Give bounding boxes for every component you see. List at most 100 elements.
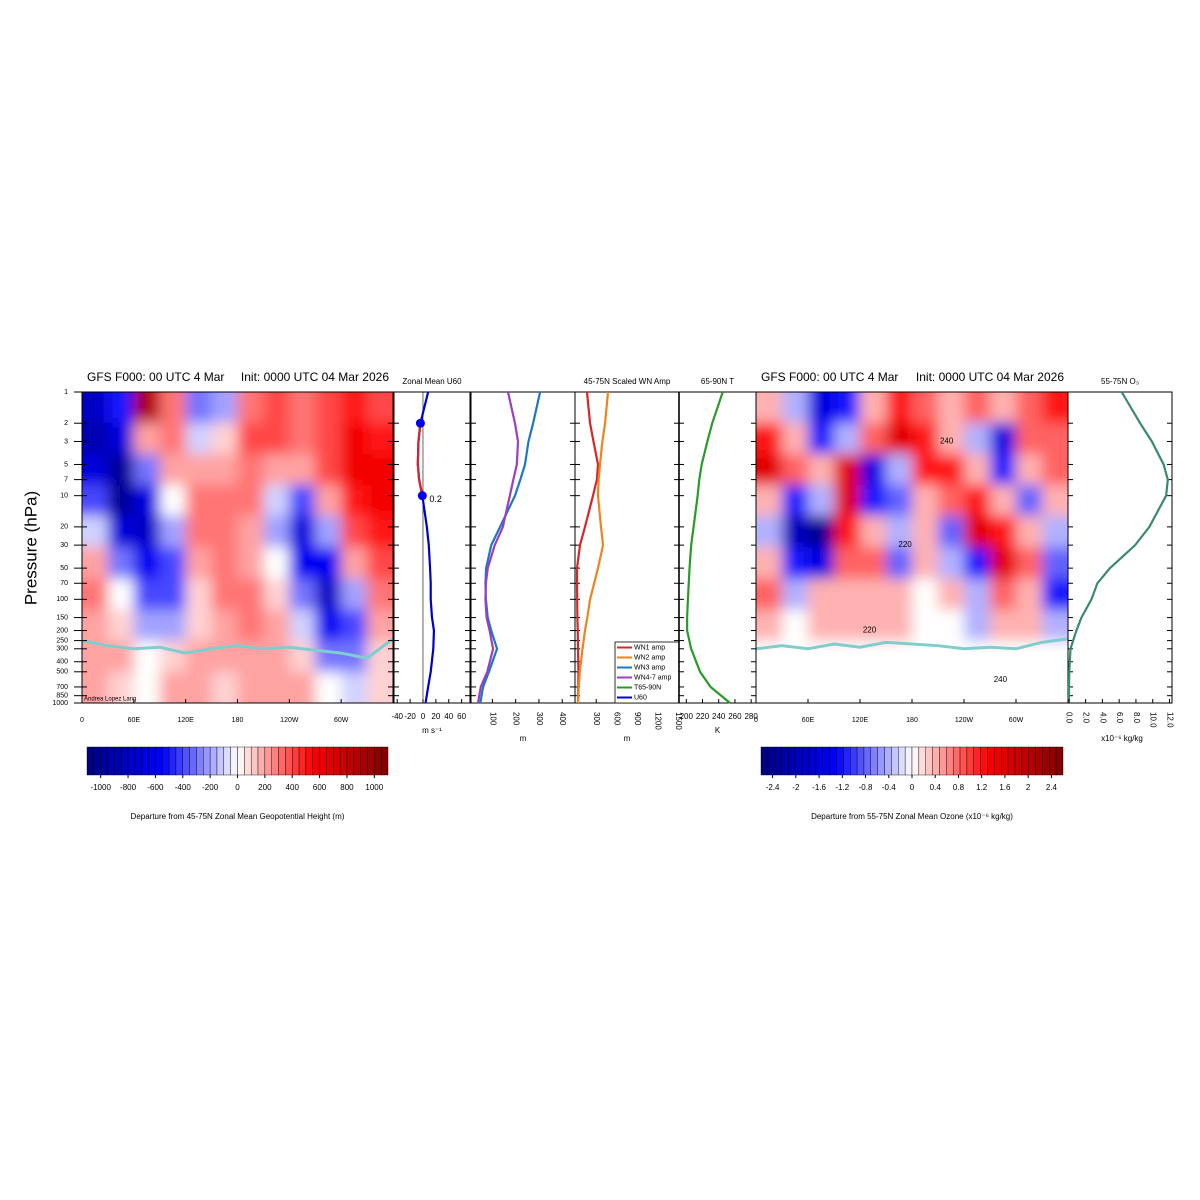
heatmap-cell — [211, 453, 238, 486]
heatmap-cell — [367, 547, 393, 580]
marker-label: 0.2 — [429, 494, 442, 504]
colorbar-box — [107, 746, 115, 776]
colorbar-box — [223, 746, 231, 776]
colorbar-box — [271, 746, 279, 776]
legend-box — [614, 641, 680, 704]
x-tick-label: 1500 — [674, 712, 683, 730]
x-tick-label: 180 — [232, 717, 244, 724]
x-tick-label: 100 — [488, 712, 497, 726]
heatmap-cell — [886, 422, 913, 455]
heatmap-cell — [341, 453, 368, 486]
colorbar-box — [856, 746, 865, 776]
heatmap-cell — [1016, 671, 1043, 703]
legend-label: WN1 amp — [634, 644, 665, 651]
colorbar-box — [946, 746, 954, 776]
heatmap-cell — [263, 484, 290, 517]
heatmap-cell — [82, 578, 109, 611]
heatmap-cell — [886, 640, 913, 673]
heatmap-cell — [808, 484, 835, 517]
heatmap-cell — [1042, 578, 1068, 611]
profile-line — [686, 391, 731, 704]
heatmap-cell — [1016, 422, 1043, 455]
heatmap-cell — [133, 392, 161, 424]
heatmap-cell — [782, 392, 809, 424]
x-tick-label: 60W — [1009, 717, 1024, 724]
heatmap-cell — [133, 453, 161, 486]
x-tick-label: 6.0 — [1115, 712, 1124, 724]
heatmap-cell — [185, 515, 213, 548]
x-tick-label: 300 — [535, 712, 544, 726]
colorbar-tick-label: -1.6 — [812, 783, 826, 792]
colorbar-box — [237, 746, 245, 776]
heatmap-cell — [159, 392, 187, 424]
colorbar-box — [877, 746, 885, 776]
colorbar-box — [257, 746, 266, 776]
x-tick-label: 8.0 — [1132, 712, 1141, 724]
colorbar-box — [360, 746, 368, 776]
marker — [415, 418, 425, 428]
heatmap-cell — [289, 453, 316, 486]
heatmap-cell — [886, 484, 913, 517]
heatmap-cell — [211, 578, 238, 611]
legend-label: WN3 amp — [634, 664, 665, 671]
heatmap-cell — [964, 453, 991, 486]
heatmap-cell — [990, 609, 1017, 642]
x-tick-label: 240 — [712, 712, 726, 721]
y-tick-label: 100 — [56, 596, 68, 603]
heatmap-cell — [964, 484, 991, 517]
colorbar-box — [203, 746, 211, 776]
heatmap-cell — [211, 547, 238, 580]
heatmap-cell — [133, 547, 161, 580]
heatmap-cell — [263, 547, 290, 580]
y-tick-label: 2 — [64, 420, 68, 427]
heatmap-cell — [263, 422, 290, 455]
heatmap-cell — [990, 422, 1017, 455]
heatmap-cell — [1042, 453, 1068, 486]
colorbar-box — [884, 746, 892, 776]
x-tick-label: 220 — [696, 712, 710, 721]
heatmap-cell — [1042, 515, 1068, 548]
x-tick-label: 200 — [512, 712, 521, 726]
heatmap-cell — [263, 671, 290, 703]
colorbar-box — [925, 746, 933, 776]
heatmap-cell — [938, 392, 965, 424]
heatmap-cell — [834, 547, 861, 580]
heatmap-cell — [1016, 578, 1043, 611]
heatmap-cell — [263, 578, 290, 611]
heatmap-cell — [159, 422, 187, 455]
colorbar-tick-label: 0 — [910, 783, 915, 792]
heatmap-cell — [938, 515, 965, 548]
heatmap-cell — [315, 671, 342, 703]
heatmap-cell — [367, 671, 393, 703]
colorbar-box — [285, 746, 293, 776]
heatmap-cell — [133, 609, 161, 642]
heatmap-cell — [990, 671, 1017, 703]
heatmap-cell — [237, 453, 264, 486]
colorbar-box — [175, 746, 183, 776]
heatmap-cell — [808, 422, 835, 455]
y-tick-label: 500 — [56, 669, 68, 676]
colorbar-tick-label: -0.8 — [859, 783, 873, 792]
y-tick-label: 10 — [60, 493, 68, 500]
heatmap-cell — [159, 453, 187, 486]
heatmap-cell — [159, 609, 187, 642]
y-tick-label: 30 — [60, 542, 68, 549]
colorbar-tick-label: -2 — [792, 783, 800, 792]
heatmap-cell — [82, 547, 109, 580]
x-tick-label: 900 — [633, 712, 642, 726]
colorbar-tick-label: -1000 — [90, 783, 111, 792]
x-axis-label: m — [520, 734, 527, 743]
heatmap-cell — [886, 392, 913, 424]
y-tick-label: 5 — [64, 461, 68, 468]
heatmap-field — [756, 392, 1068, 703]
colorbar-box — [1014, 746, 1023, 776]
heatmap-cell — [1042, 547, 1068, 580]
heatmap-cell — [237, 392, 264, 424]
heatmap-cell — [211, 515, 238, 548]
colorbar-tick-label: 0.8 — [953, 783, 965, 792]
heatmap-cell — [886, 547, 913, 580]
heatmap-cell — [82, 671, 109, 703]
colorbar-box — [148, 746, 156, 776]
colorbar-box — [93, 746, 101, 776]
